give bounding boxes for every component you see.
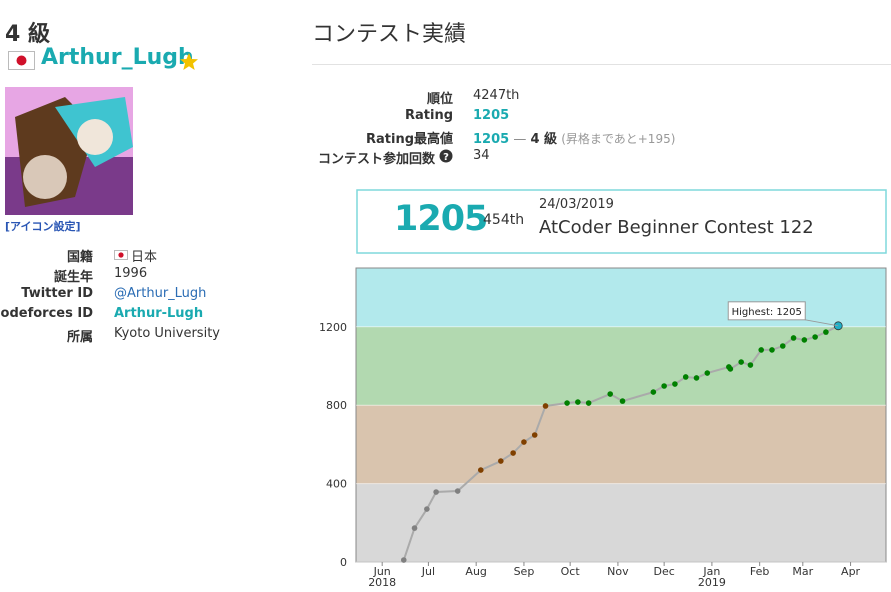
detail-value: Kyoto University [114, 326, 220, 341]
x-tick-year: 2019 [698, 576, 726, 589]
x-tick-label: Jun [373, 565, 391, 578]
detail-label: Codeforces ID [0, 306, 93, 321]
rating-point [812, 334, 818, 340]
summary-place: 454th [483, 212, 525, 228]
detail-label: 所属 [66, 330, 93, 345]
stat-value: 34 [473, 148, 490, 163]
x-tick-label: Nov [607, 565, 629, 578]
rank-text: 4 級 [530, 132, 558, 147]
rating-band [356, 326, 886, 406]
rating-point [400, 557, 407, 563]
flag-icon [8, 51, 35, 70]
x-tick-label: Mar [792, 565, 813, 578]
stat-label: コンテスト参加回数 [317, 152, 435, 167]
detail-value[interactable]: @Arthur_Lugh [114, 286, 207, 301]
help-icon[interactable]: ? [439, 149, 453, 163]
summary-rating: 1205 [394, 199, 488, 239]
x-tick-label: Jul [421, 565, 435, 578]
note: (昇格まであと+195) [561, 132, 676, 146]
annotation: Highest: 1205 [732, 307, 802, 318]
x-tick-label: Dec [653, 565, 674, 578]
rating-point [531, 432, 538, 438]
rating-point [498, 458, 504, 464]
star-icon [180, 53, 198, 70]
separator: — [513, 132, 527, 147]
rating-point [769, 347, 775, 353]
rating-line [402, 324, 839, 561]
stat-label: Rating最高値 [365, 132, 453, 147]
stat-label: Rating [404, 108, 453, 123]
detail-label: 国籍 [66, 250, 93, 265]
rating-point [575, 399, 581, 405]
y-tick-label: 0 [340, 556, 347, 569]
rating-point [521, 439, 527, 445]
rating-point [823, 329, 829, 335]
annotation-pointer [805, 319, 839, 327]
rating-point [727, 366, 734, 372]
x-tick-label: Feb [750, 565, 769, 578]
x-tick-label: Aug [465, 565, 486, 578]
stat-value: 1205 [473, 132, 510, 147]
rating-point [424, 506, 430, 512]
y-tick-label: 800 [326, 399, 347, 412]
rating-point [477, 467, 484, 473]
rating-point [747, 362, 754, 368]
y-tick-label: 1200 [319, 321, 347, 334]
detail-value[interactable]: Arthur-Lugh [114, 306, 204, 321]
avatar[interactable] [5, 87, 133, 215]
rating-point [542, 403, 549, 409]
x-tick-label: Jan [702, 565, 720, 578]
annotation-box [727, 301, 806, 321]
icon-setting-link[interactable]: [アイコン設定] [5, 220, 81, 233]
summary-card [356, 189, 887, 254]
rating-point [585, 400, 592, 406]
rating-point [801, 337, 808, 343]
rating-point [661, 383, 667, 389]
detail-label: Twitter ID [21, 286, 93, 301]
x-tick-label: Sep [514, 565, 535, 578]
summary-contest[interactable]: AtCoder Beginner Contest 122 [539, 217, 814, 238]
y-tick-label: 400 [326, 478, 347, 491]
rating-point [779, 343, 786, 349]
rating-point [607, 391, 614, 397]
username[interactable]: Arthur_Lugh [41, 45, 194, 70]
rating-point [758, 347, 765, 353]
rating-band [356, 483, 886, 562]
rating-point [650, 389, 657, 395]
x-tick-label: Oct [561, 565, 581, 578]
rating-point [411, 525, 418, 531]
rating-point [693, 375, 700, 381]
stat-label: 順位 [426, 92, 453, 107]
rating-point [433, 489, 439, 495]
detail-value: 1996 [114, 266, 148, 281]
svg-text:?: ? [443, 152, 449, 163]
flag-icon [114, 250, 128, 260]
x-tick-label: Apr [841, 565, 861, 578]
stat-value: 1205 [473, 108, 510, 123]
rating-point [510, 450, 516, 456]
rating-band [356, 405, 886, 484]
section-title: コンテスト実績 [312, 22, 467, 47]
x-tick-year: 2018 [368, 576, 396, 589]
rating-band [356, 268, 886, 327]
rating-point [672, 381, 678, 387]
rating-point [454, 488, 461, 494]
divider [312, 64, 891, 65]
summary-date: 24/03/2019 [539, 197, 614, 212]
stat-value-group: 1205 — 4 級 (昇格まであと+195) [473, 128, 675, 147]
detail-value: 日本 [131, 250, 158, 265]
rating-point [682, 374, 689, 380]
rank: 4 級 [5, 22, 50, 47]
rating-point [564, 400, 570, 406]
rating-point [619, 398, 626, 404]
detail-label: 誕生年 [53, 270, 93, 285]
rating-point [704, 370, 711, 376]
stat-value: 4247th [473, 88, 520, 103]
rating-point [790, 335, 797, 341]
rating-point [738, 359, 744, 365]
